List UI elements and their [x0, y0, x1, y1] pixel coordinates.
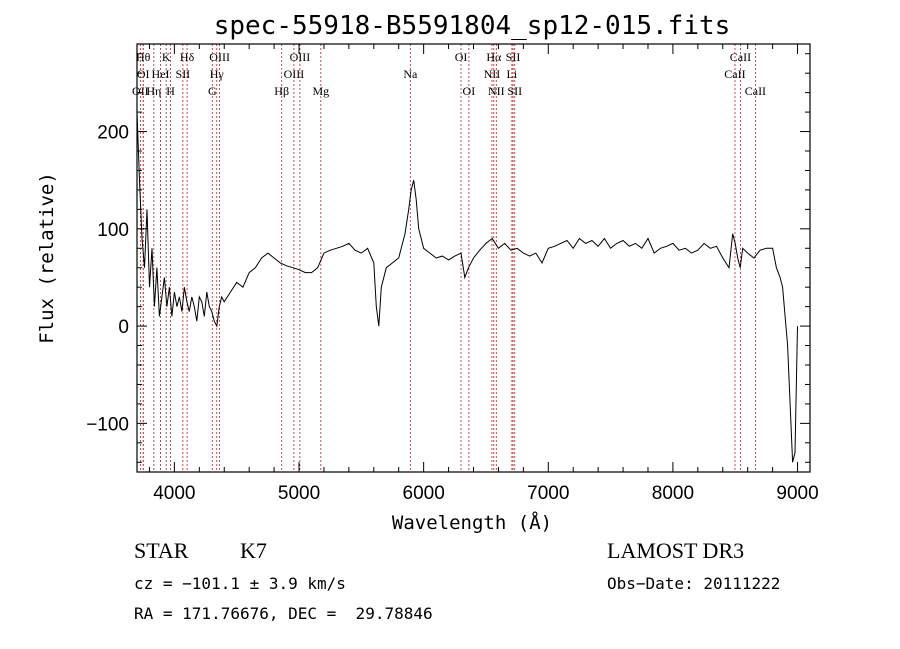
spectral-line-label: Hα	[486, 50, 502, 64]
spectral-line-label: Hδ	[180, 50, 195, 64]
spectrum-line	[136, 112, 798, 463]
spectral-line-markers: OIIOIHθHηHeIKHSIIHδGHγOIIIHβOIIIOIIIMgNa…	[132, 44, 766, 472]
spectral-line-label: Na	[403, 67, 418, 81]
spectral-line-label: G	[208, 84, 217, 98]
sky-coordinates: RA = 171.76676, DEC = 29.78846	[134, 604, 433, 623]
object-subclass: K7	[240, 538, 267, 563]
spectral-line-label: SII	[507, 84, 522, 98]
spectral-line-label: Hθ	[136, 50, 151, 64]
spectral-line-label: OI	[463, 84, 476, 98]
y-tick-label: −100	[86, 414, 129, 435]
spectral-line-label: Hγ	[210, 67, 225, 81]
spectral-line-label: OI	[455, 50, 468, 64]
spectral-line-label: SII	[506, 50, 521, 64]
spectral-line-label: NII	[484, 67, 501, 81]
x-tick-label: 4000	[153, 483, 195, 504]
spectral-line-label: NII	[488, 84, 505, 98]
spectral-line-label: OII	[132, 84, 149, 98]
spectral-line-label: OIII	[209, 50, 230, 64]
x-tick-label: 6000	[403, 483, 445, 504]
spectral-line-label: OIII	[290, 50, 311, 64]
spectral-line-label: CaII	[730, 50, 751, 64]
chart-title: spec-55918-B5591804_sp12-015.fits	[214, 11, 731, 41]
x-tick-label: 9000	[776, 483, 818, 504]
spectral-line-label: CaII	[724, 67, 745, 81]
spectral-line-label: HeI	[152, 67, 170, 81]
spectral-line-label: K	[162, 50, 171, 64]
spectrum-plot	[136, 112, 798, 463]
spectral-line-label: Li	[507, 67, 518, 81]
y-tick-label: 100	[97, 220, 129, 241]
observation-date: Obs−Date: 20111222	[607, 574, 781, 593]
spectral-line-label: Mg	[312, 84, 329, 98]
object-class: STAR	[134, 538, 189, 563]
y-axis-label: Flux (relative)	[36, 172, 58, 344]
spectral-line-label: SII	[176, 67, 191, 81]
survey-name: LAMOST DR3	[607, 538, 745, 563]
x-tick-label: 8000	[652, 483, 694, 504]
x-axis-label: Wavelength (Å)	[392, 511, 552, 534]
spectral-line-label: H	[166, 84, 175, 98]
x-tick-label: 7000	[527, 483, 569, 504]
y-tick-label: 0	[118, 317, 129, 338]
y-tick-label: 200	[97, 123, 129, 144]
redshift-velocity: cz = −101.1 ± 3.9 km/s	[134, 574, 346, 593]
spectral-line-label: Hη	[146, 84, 161, 98]
spectral-line-label: CaII	[745, 84, 766, 98]
axis-ticks: 4000 5000 6000 7000 8000 9000 −100 0 100 200	[86, 44, 819, 504]
spectral-line-label: Hβ	[274, 84, 289, 98]
spectral-line-label: OIII	[284, 67, 305, 81]
x-tick-label: 5000	[278, 483, 320, 504]
